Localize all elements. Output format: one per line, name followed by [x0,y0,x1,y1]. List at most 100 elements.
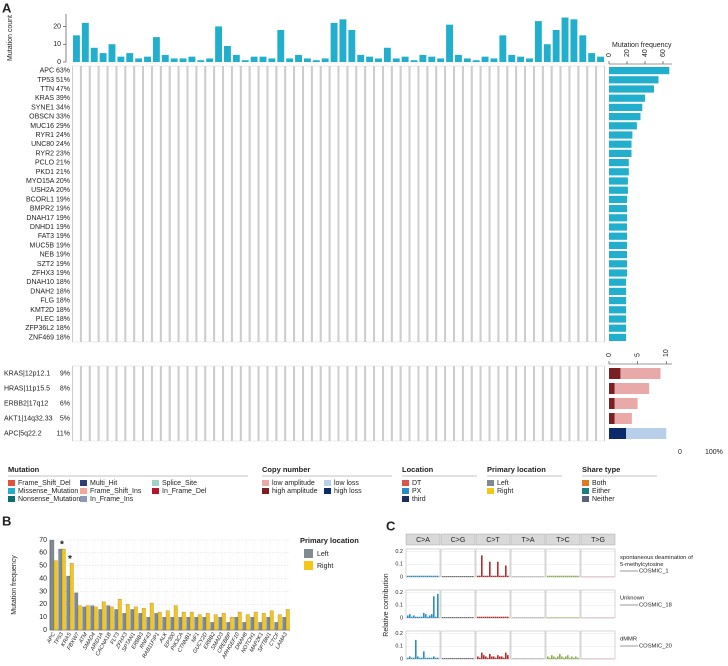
signature-bar [563,657,565,659]
gene-percent: 19% [56,215,70,222]
panel-label: A [2,0,12,15]
sample-column [490,365,498,442]
signature-bar [425,657,427,659]
sample-column [365,65,374,343]
signature-bar [516,658,518,659]
signature-bar [522,658,524,659]
bar [157,611,162,631]
panel-frame [580,548,616,578]
frequency-bar [609,131,633,139]
signature-bar [528,658,530,659]
gene-percent: 24% [56,141,70,148]
x-tick-label: 40 [642,49,649,57]
legend-label: third [412,496,426,503]
signature-bar [419,657,421,659]
bar [189,611,194,631]
signature-bar [468,658,470,659]
signature-bar [417,656,419,659]
signature-bar [444,658,446,659]
signature-description: spontaneous deamination of 5-methylcytosi… [620,555,693,568]
cnv-bar [614,413,632,424]
gene-name: ZFHX3 [32,270,54,277]
strip-label: C>G [451,537,466,544]
gene-label: MUC16 29% [30,123,70,130]
signature-bar [512,576,514,577]
sample-column [543,365,552,442]
signature-bar [487,575,489,577]
legend-label: Missense_Mutation [18,488,78,495]
sample-column [552,365,560,442]
frequency-bar [609,177,628,185]
bar [570,19,578,62]
bar [81,22,89,62]
bar [85,605,90,631]
gene-percent: 63% [56,67,70,74]
legend-swatch [8,480,15,486]
sample-column [134,365,143,442]
panel-frame [510,630,546,660]
frequency-bar [609,251,627,259]
sample-column [552,65,560,343]
bar [366,56,374,62]
sample-column [392,365,401,442]
signature-bar [411,575,413,577]
strip [440,533,476,546]
gene-name: RYR1 [35,132,54,139]
signature-bar [571,575,573,577]
bar [226,622,231,631]
sample-column [454,365,463,442]
y-tick-label: 0 [400,656,403,662]
signature-bar [540,617,542,618]
signature-bar [547,575,549,577]
gene-label: DNAH10 18% [26,279,70,286]
signature-bar [456,617,458,618]
signature-bar [460,576,462,577]
bar [285,609,290,631]
cnv-percent: 11% [57,430,71,437]
gene-name: DNAH10 [26,279,54,286]
panel-frame [405,548,441,578]
sample-column [134,65,143,343]
signature-bar [487,616,489,618]
signature-bar [464,658,466,659]
sample-column [117,65,125,343]
sample-column [250,365,258,442]
frequency-bar [609,324,627,332]
strip-label: T>G [591,537,605,544]
signature-bar [452,617,454,618]
bar [135,58,143,62]
signature-bar [588,658,590,659]
legend-label: Right [497,488,513,495]
signature-bar [604,617,606,618]
sample-column [72,65,81,343]
signature-bar [553,656,555,659]
signature-bar [567,655,569,659]
sample-column [410,365,418,442]
sample-column [463,365,472,442]
signature-bar [520,617,522,618]
bar [197,614,202,631]
signature-bar [612,576,614,577]
bar [101,601,106,631]
signature-bar [423,575,425,577]
signature-bar [415,616,417,618]
signature-bar [542,658,544,659]
frequency-bar [609,260,627,268]
bar [499,35,507,62]
signature-bar [485,575,487,577]
signature-bar [582,617,584,618]
signature-bar [592,576,594,577]
cnv-bar [609,398,615,409]
cnv-label: KRAS|12p12.1 [4,370,50,377]
gene-label: FLG 18% [40,297,70,304]
signature-bar [501,575,503,577]
signature-bar [524,576,526,577]
sample-column [108,65,116,343]
signature-bar [417,575,419,577]
legend-label: Frame_Shift_Ins [90,488,142,495]
signature-bar [575,575,577,577]
signature-bar [456,658,458,659]
gene-percent: 20% [56,178,70,185]
signature-bar [588,617,590,618]
sample-column [241,65,250,343]
